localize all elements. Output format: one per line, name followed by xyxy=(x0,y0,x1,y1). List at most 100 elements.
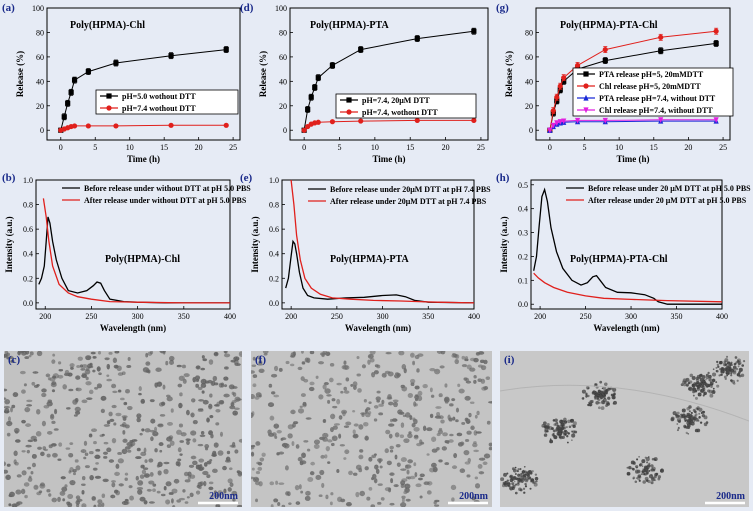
y-tick-label: 60 xyxy=(36,53,44,62)
series-line xyxy=(42,198,230,304)
x-axis-label: Wavelength (nm) xyxy=(593,323,659,333)
x-tick-label: 400 xyxy=(716,312,728,321)
data-point xyxy=(358,118,364,124)
data-point xyxy=(561,75,567,81)
x-tick-label: 25 xyxy=(477,143,485,152)
x-tick-label: 300 xyxy=(132,312,144,321)
y-tick-label: 0.8 xyxy=(23,201,33,210)
data-point xyxy=(223,122,229,128)
legend-box xyxy=(335,93,477,119)
data-point xyxy=(557,119,563,125)
y-tick-label: 0.4 xyxy=(269,250,279,259)
x-tick-label: 15 xyxy=(406,143,414,152)
panel-label: (i) xyxy=(504,354,515,366)
series-line xyxy=(549,120,717,131)
series-0 xyxy=(285,239,475,304)
data-point xyxy=(554,94,560,100)
x-tick-label: 200 xyxy=(534,312,546,321)
data-point xyxy=(85,68,91,75)
data-point xyxy=(358,46,364,53)
legend-marker xyxy=(583,107,589,114)
series-line xyxy=(533,187,722,305)
y-axis-label: Release (%) xyxy=(504,51,514,97)
data-point xyxy=(329,119,336,125)
x-axis-label: Wavelength (nm) xyxy=(345,323,411,333)
data-point xyxy=(414,35,420,42)
scale-bar-label: 200nm xyxy=(716,491,746,502)
y-tick-label: 40 xyxy=(279,77,287,86)
legend-marker xyxy=(346,97,352,103)
panel-label: (h) xyxy=(496,172,510,184)
x-axis-label: Time (h) xyxy=(127,154,160,164)
series-0 xyxy=(301,27,477,133)
chart-title: Poly(HPMA)-Chl xyxy=(105,254,180,265)
y-tick-label: 20 xyxy=(525,102,533,111)
y-tick-label: 0.6 xyxy=(23,225,33,234)
data-point xyxy=(168,122,174,128)
x-tick-label: 400 xyxy=(224,312,236,321)
scale-bar-label: 200nm xyxy=(459,491,489,502)
legend: PTA release pH=5, 20mMDTT Chl release pH=… xyxy=(572,67,734,117)
legend-box xyxy=(95,89,239,115)
data-point xyxy=(301,127,307,133)
series-line xyxy=(60,124,227,131)
data-point xyxy=(713,40,719,47)
chart-panel-b: (b) 200 250 300 350 400 0.0 0.2 0.4 0.6 0.8 1.0 Wave… xyxy=(2,172,251,333)
y-tick-label: 100 xyxy=(32,4,44,13)
legend-entry: Before release under 20 μM DTT at pH 5.0… xyxy=(588,184,751,193)
series-line xyxy=(533,272,723,303)
chart-panel-e: (e) 200 250 300 350 400 0.0 0.2 0.4 0.6 0.8 1.0 Wave… xyxy=(240,172,491,333)
x-tick-label: 0 xyxy=(302,143,306,152)
legend-marker xyxy=(106,93,112,99)
x-axis-label: Wavelength (nm) xyxy=(100,323,166,333)
y-tick-label: 0 xyxy=(40,126,44,135)
legend: Before release under 20μM DTT at pH 7.4 … xyxy=(308,185,491,206)
legend-entry: Before release under without DTT at pH 5… xyxy=(84,184,251,193)
x-tick-label: 15 xyxy=(650,143,658,152)
scale-bar-label: 200nm xyxy=(209,491,239,502)
data-point xyxy=(602,57,608,64)
data-point xyxy=(658,34,664,40)
x-tick-label: 20 xyxy=(684,143,692,152)
y-tick-label: 0.5 xyxy=(518,181,528,190)
x-axis-label: Time (h) xyxy=(616,154,649,164)
y-tick-label: 0.6 xyxy=(269,225,279,234)
plot-frame xyxy=(281,179,475,310)
chart-title: Poly(HPMA)-PTA-Chl xyxy=(560,20,658,31)
y-tick-label: 40 xyxy=(525,77,533,86)
x-tick-label: 250 xyxy=(85,312,97,321)
data-point xyxy=(574,62,581,69)
data-point xyxy=(561,118,567,125)
series-line xyxy=(303,119,474,131)
legend-entry: pH=7.4 wothout DTT xyxy=(122,104,196,113)
x-tick-label: 5 xyxy=(583,143,587,152)
series-0 xyxy=(533,187,722,305)
data-point xyxy=(713,117,719,124)
y-tick-label: 60 xyxy=(279,53,287,62)
legend-entry: After release under 20μM DTT at pH 7.4 P… xyxy=(330,197,487,206)
legend-entry: pH=5.0 wothout DTT xyxy=(122,92,196,101)
y-tick-label: 80 xyxy=(36,28,44,37)
x-tick-label: 350 xyxy=(178,312,190,321)
data-point xyxy=(574,117,581,124)
y-tick-label: 60 xyxy=(525,53,533,62)
x-tick-label: 10 xyxy=(615,143,623,152)
series-1 xyxy=(547,27,719,133)
data-point xyxy=(223,46,229,53)
data-point xyxy=(557,87,563,93)
panel-label: (d) xyxy=(240,2,254,14)
data-point xyxy=(602,46,608,53)
y-tick-label: 0.2 xyxy=(269,274,279,283)
y-axis-label: Intensity (a.u.) xyxy=(250,216,260,272)
data-point xyxy=(65,100,71,106)
data-point xyxy=(550,122,556,129)
y-tick-label: 20 xyxy=(279,102,287,111)
data-point xyxy=(168,53,174,59)
x-tick-label: 200 xyxy=(285,312,297,321)
panel-label: (a) xyxy=(2,2,15,14)
y-tick-label: 1.0 xyxy=(269,176,279,185)
legend-box xyxy=(572,67,734,117)
micrograph-grain xyxy=(4,351,242,507)
y-tick-label: 0.0 xyxy=(269,299,279,308)
